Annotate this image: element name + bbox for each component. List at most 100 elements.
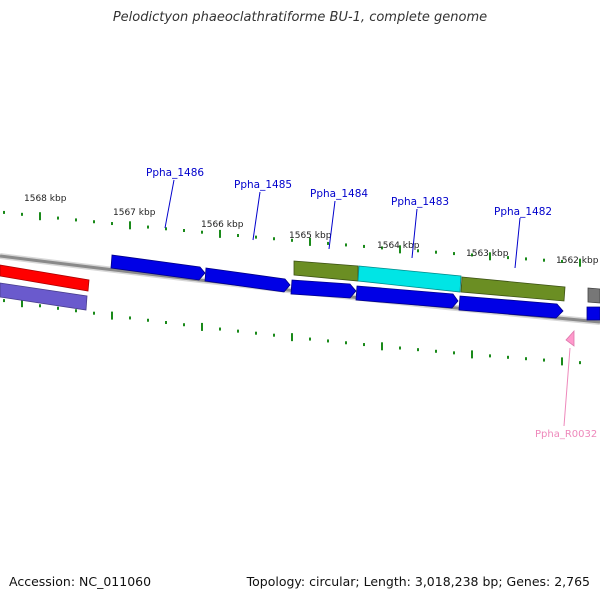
gene-label-ppha-1485[interactable]: Ppha_1485 xyxy=(234,179,292,191)
map-title: Pelodictyon phaeoclathratiforme BU-1, co… xyxy=(112,10,488,25)
cds-ppha-1485[interactable] xyxy=(204,267,291,293)
inner-minor-tick xyxy=(525,357,527,361)
outer-minor-tick xyxy=(471,253,473,257)
cds-blue-reverse-3[interactable] xyxy=(458,295,564,319)
inner-minor-tick xyxy=(489,354,491,358)
gene-label-ppha-1484[interactable]: Ppha_1484 xyxy=(310,188,368,200)
cds-purple-reverse[interactable] xyxy=(0,282,88,311)
outer-minor-tick xyxy=(255,235,257,239)
kbp-label-1565: 1565 kbp xyxy=(289,231,332,241)
outer-minor-tick xyxy=(543,258,545,262)
inner-tick-row xyxy=(3,299,581,366)
gene-label-ppha-1482[interactable]: Ppha_1482 xyxy=(494,206,552,218)
inner-major-tick xyxy=(381,342,383,351)
outer-minor-tick xyxy=(417,249,419,253)
outer-minor-tick xyxy=(273,237,275,241)
inner-minor-tick xyxy=(255,331,257,335)
inner-minor-tick xyxy=(75,309,77,313)
inner-minor-tick xyxy=(417,348,419,352)
inner-minor-tick xyxy=(147,318,149,322)
inner-major-tick xyxy=(111,311,113,320)
inner-minor-tick xyxy=(39,304,41,308)
inner-minor-tick xyxy=(453,351,455,355)
inner-minor-tick xyxy=(93,311,95,315)
leader-ppha-1484 xyxy=(328,200,336,250)
outer-minor-tick xyxy=(57,216,59,220)
outer-minor-tick xyxy=(201,230,203,234)
inner-minor-tick xyxy=(57,306,59,310)
inner-major-tick xyxy=(471,350,473,359)
outer-minor-tick xyxy=(525,257,527,261)
inner-minor-tick xyxy=(237,329,239,333)
gene-label-ppha-1486[interactable]: Ppha_1486 xyxy=(146,167,204,179)
inner-minor-tick xyxy=(3,299,5,303)
inner-minor-tick xyxy=(543,358,545,362)
outer-minor-tick xyxy=(93,220,95,224)
outer-minor-tick xyxy=(3,210,5,214)
kbp-label-1568: 1568 kbp xyxy=(24,194,67,204)
outer-minor-tick xyxy=(165,227,167,231)
rna-label-ppha-r0032[interactable]: Ppha_R0032 xyxy=(535,429,597,440)
outer-minor-tick xyxy=(435,250,437,254)
outer-minor-tick xyxy=(453,252,455,256)
inner-major-tick xyxy=(561,357,563,366)
cds-blue-reverse-edge[interactable] xyxy=(586,306,600,321)
outer-minor-tick xyxy=(21,212,23,216)
inner-minor-tick xyxy=(345,341,347,345)
inner-minor-tick xyxy=(309,337,311,341)
kbp-label-1567: 1567 kbp xyxy=(113,208,156,218)
outer-major-tick xyxy=(579,258,581,267)
leader-ppha-1482 xyxy=(514,217,521,269)
outer-minor-tick xyxy=(237,234,239,238)
outer-major-tick xyxy=(489,252,491,261)
cds-ppha-1484[interactable] xyxy=(293,260,359,282)
inner-minor-tick xyxy=(183,323,185,327)
kbp-label-1563: 1563 kbp xyxy=(466,249,509,259)
outer-minor-tick xyxy=(147,225,149,229)
inner-minor-tick xyxy=(165,321,167,325)
outer-tick-row xyxy=(3,210,581,267)
gene-label-ppha-1483[interactable]: Ppha_1483 xyxy=(391,196,449,208)
inner-minor-tick xyxy=(579,361,581,365)
kbp-label-1566: 1566 kbp xyxy=(201,220,244,230)
leader-ppha-r0032 xyxy=(563,347,571,427)
outer-minor-tick xyxy=(327,241,329,245)
inner-major-tick xyxy=(201,322,203,331)
cds-ppha-1482[interactable] xyxy=(460,276,566,302)
cds-gray-forward[interactable] xyxy=(587,287,600,304)
outer-minor-tick xyxy=(345,243,347,247)
inner-major-tick xyxy=(21,299,23,308)
inner-minor-tick xyxy=(129,316,131,320)
leader-ppha-1486 xyxy=(164,179,175,229)
outer-minor-tick xyxy=(507,256,509,260)
rna-ppha-r0032[interactable] xyxy=(565,329,575,347)
outer-minor-tick xyxy=(561,259,563,263)
kbp-label-1564: 1564 kbp xyxy=(377,241,420,251)
inner-major-tick xyxy=(291,333,293,342)
outer-minor-tick xyxy=(381,246,383,250)
inner-minor-tick xyxy=(399,346,401,350)
outer-minor-tick xyxy=(111,222,113,226)
inner-minor-tick xyxy=(273,333,275,337)
accession-text: Accession: NC_011060 xyxy=(9,574,152,589)
inner-minor-tick xyxy=(327,339,329,343)
outer-major-tick xyxy=(129,221,131,230)
outer-major-tick xyxy=(219,229,221,238)
outer-minor-tick xyxy=(183,229,185,233)
cds-blue-reverse-1[interactable] xyxy=(290,279,357,299)
inner-minor-tick xyxy=(363,343,365,347)
leader-ppha-1485 xyxy=(252,191,261,241)
outer-minor-tick xyxy=(291,238,293,242)
cds-red-forward[interactable] xyxy=(0,264,90,292)
outer-major-tick xyxy=(39,212,41,221)
genome-summary-text: Topology: circular; Length: 3,018,238 bp… xyxy=(246,574,590,589)
cds-ppha-1483[interactable] xyxy=(357,265,462,293)
inner-minor-tick xyxy=(507,355,509,359)
inner-minor-tick xyxy=(435,349,437,353)
kbp-label-1562: 1562 kbp xyxy=(556,256,599,266)
cds-ppha-1486[interactable] xyxy=(110,254,206,281)
cds-blue-reverse-2[interactable] xyxy=(355,285,459,309)
outer-minor-tick xyxy=(75,218,77,222)
outer-major-tick xyxy=(309,237,311,246)
